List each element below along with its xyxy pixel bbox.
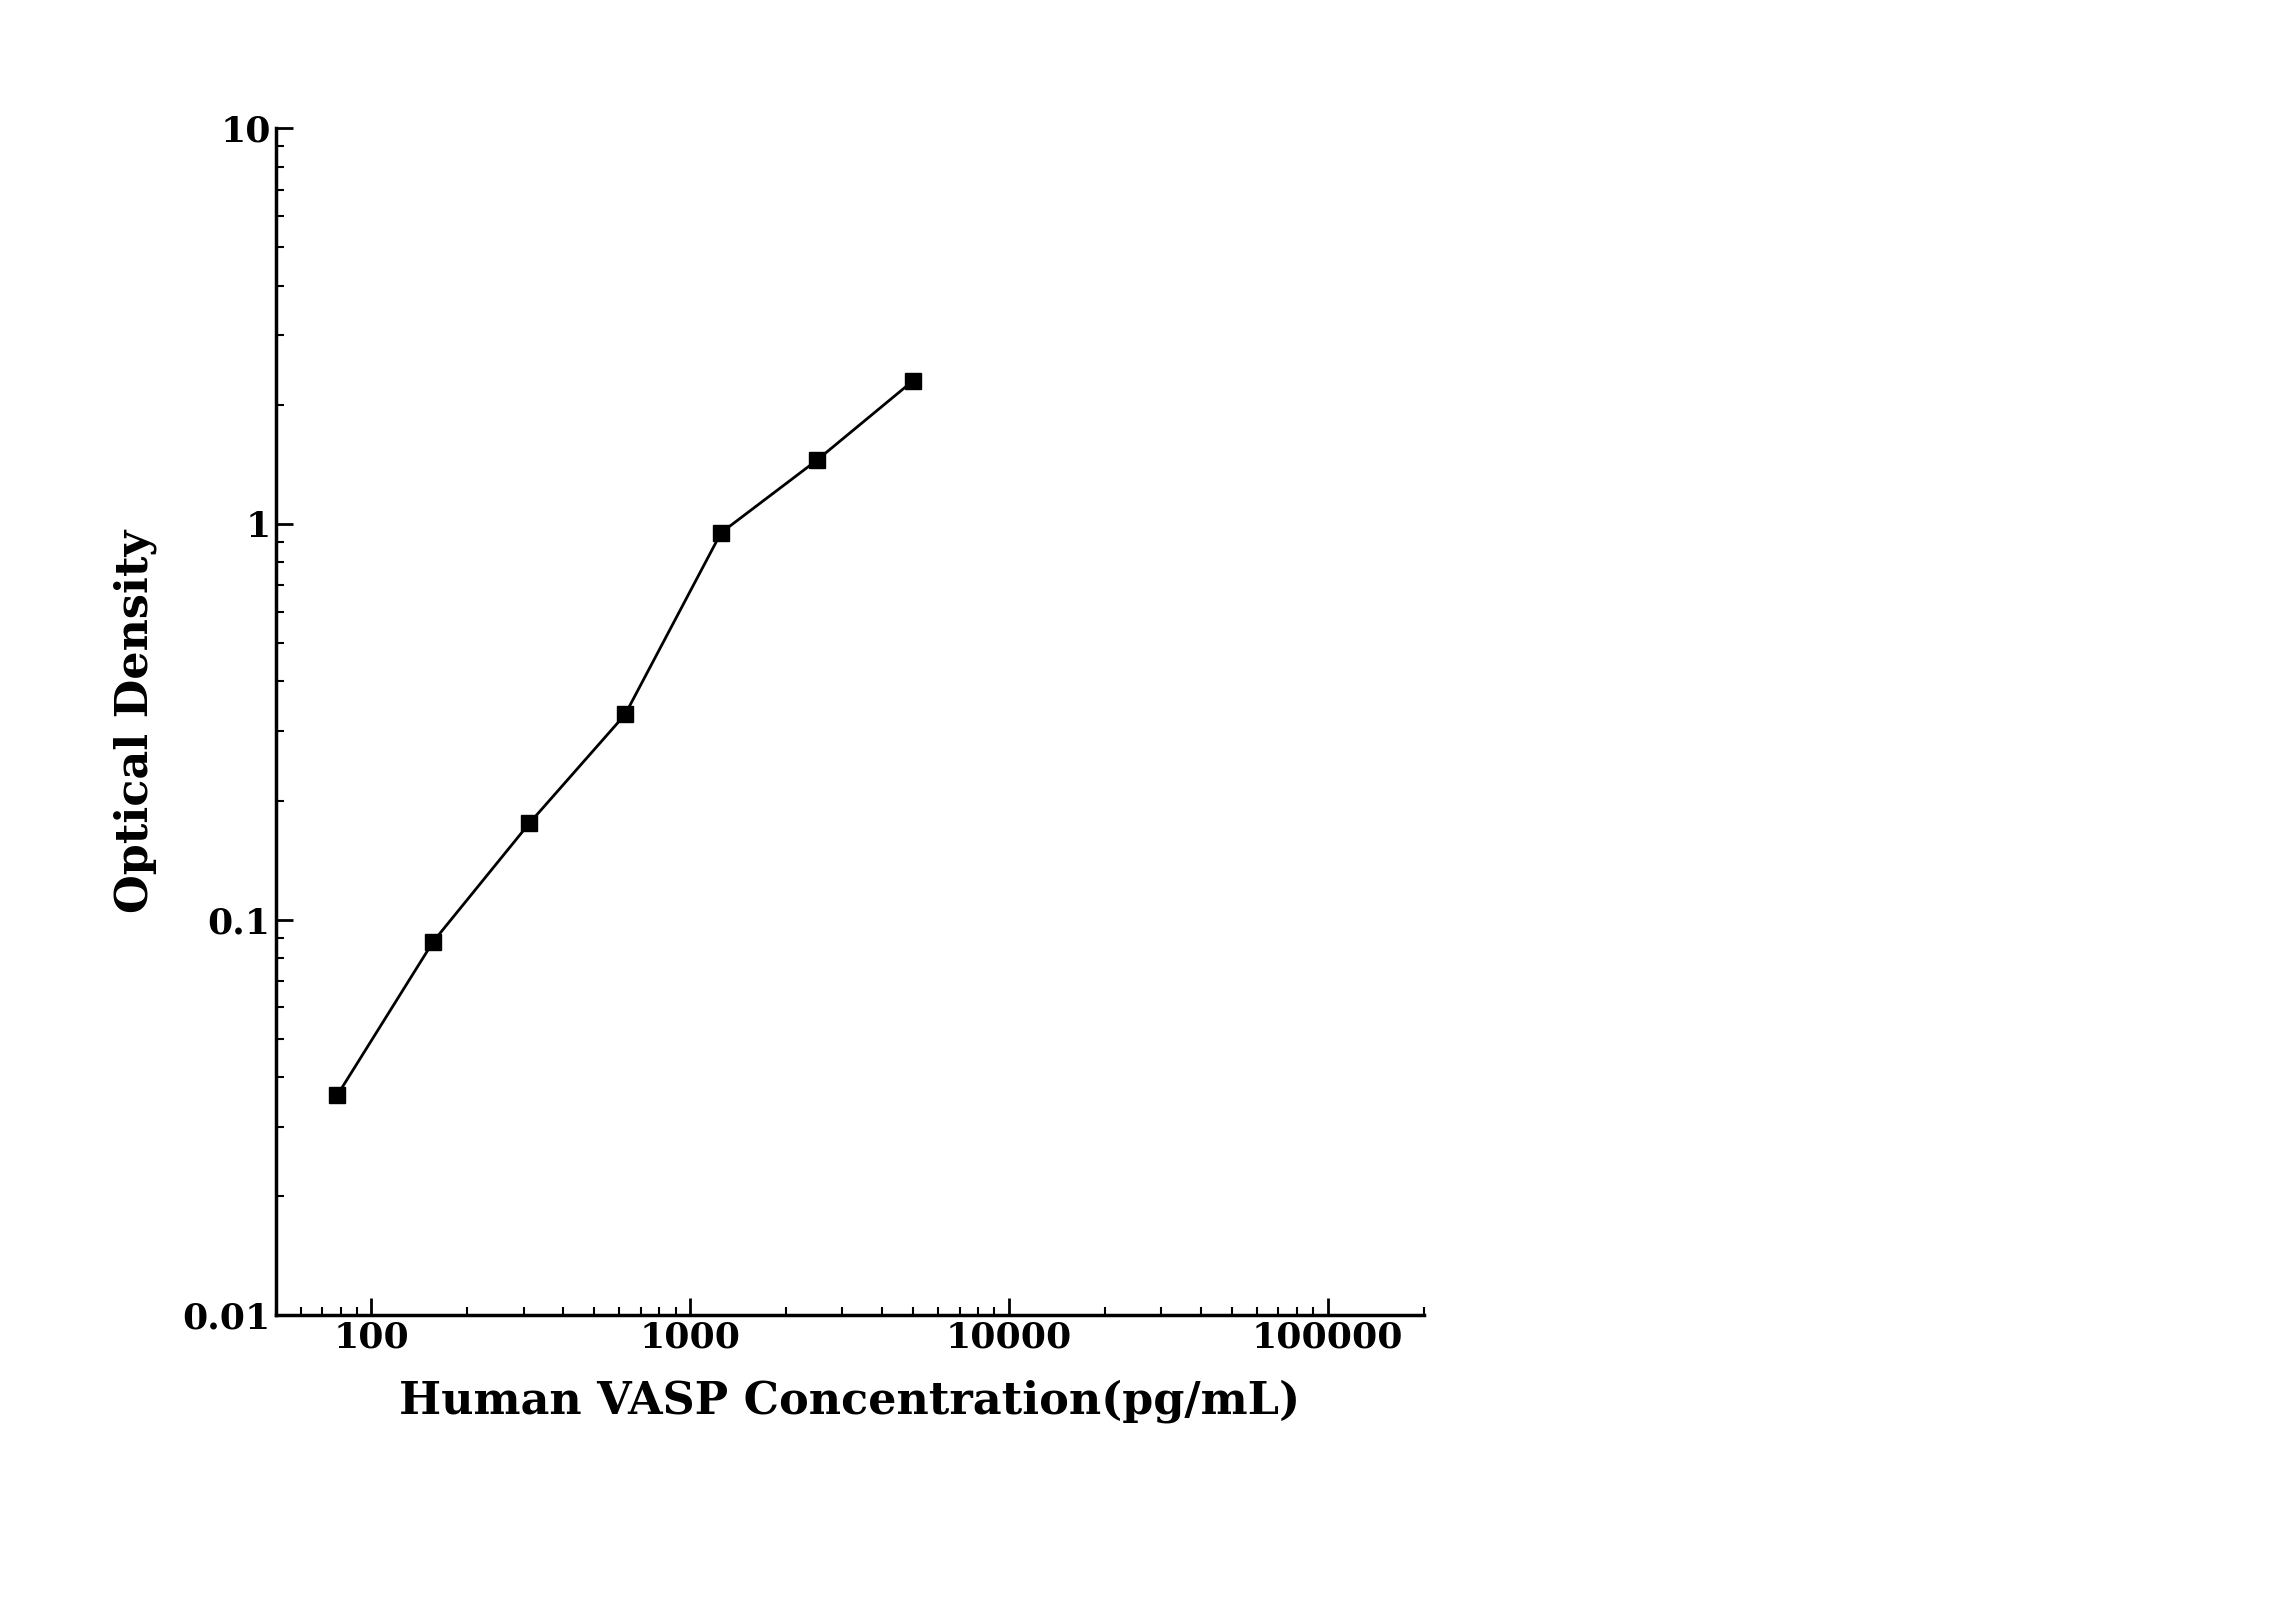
X-axis label: Human VASP Concentration(pg/mL): Human VASP Concentration(pg/mL) <box>400 1379 1300 1423</box>
Y-axis label: Optical Density: Optical Density <box>115 531 158 913</box>
